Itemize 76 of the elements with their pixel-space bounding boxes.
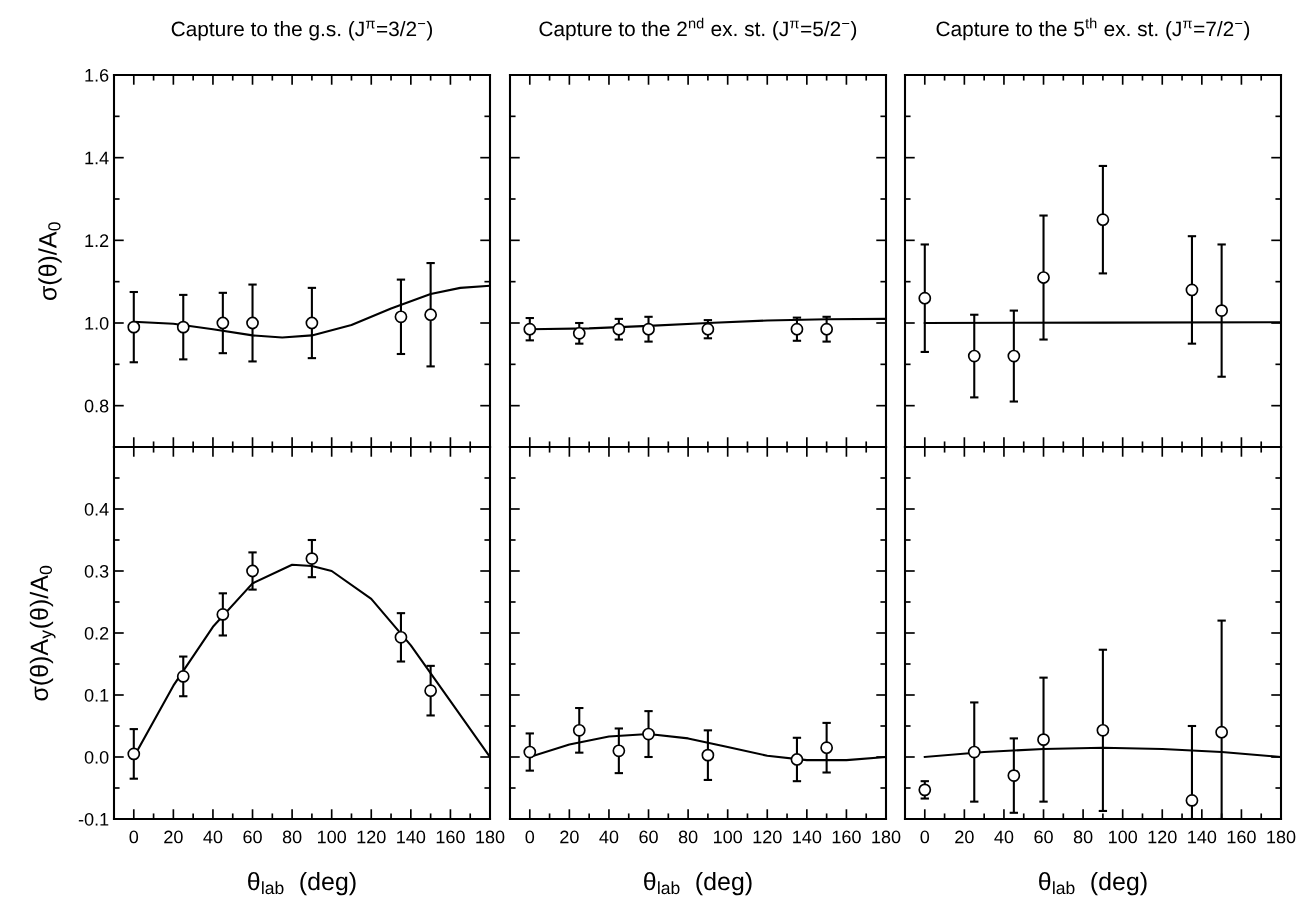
x-tick-label: 0 — [129, 830, 139, 844]
x-tick-label: 80 — [282, 830, 302, 844]
point — [523, 745, 537, 759]
point — [1096, 213, 1110, 227]
point — [1215, 304, 1229, 317]
x-axis-title: θ$_{lab}$ (deg) — [1039, 871, 1147, 896]
x-tick-label: 180 — [476, 830, 505, 844]
x-tick-label: 20 — [955, 830, 974, 844]
point — [246, 564, 259, 578]
y-tick-label: 0.1 — [84, 688, 109, 702]
y-tick-label: 0.0 — [84, 750, 109, 764]
x-tick-label: 40 — [994, 830, 1014, 844]
point — [790, 753, 804, 766]
y-tick-label: 1.6 — [85, 68, 109, 82]
point — [642, 727, 655, 741]
chart-title: Capture to the 2$^{nd}$ ex. st. (J$^{π}$=5/2$^{−}$) — [539, 17, 857, 41]
x-tick-label: 0 — [920, 830, 930, 844]
point — [1215, 725, 1229, 739]
point — [612, 744, 626, 758]
point — [1007, 349, 1021, 363]
x-tick-label: 40 — [599, 830, 619, 844]
x-tick-label: 120 — [753, 830, 782, 844]
y-axis-title: σ(θ)A$_{y}$(θ)/A$_{0}$ — [29, 565, 56, 701]
x-tick-label: 120 — [1148, 830, 1177, 844]
x-axis-title: θ$_{lab}$ (deg) — [644, 871, 752, 896]
x-tick-label: 160 — [832, 830, 861, 844]
point — [424, 684, 438, 698]
x-tick-label: 20 — [164, 830, 183, 844]
point — [216, 608, 230, 621]
point — [967, 349, 981, 363]
y-tick-label: 1.4 — [85, 151, 109, 165]
point — [1007, 769, 1021, 782]
x-tick-label: 100 — [318, 830, 347, 844]
y-axis-title: σ(θ)/A$_{0}$ — [38, 222, 62, 301]
x-tick-label: 60 — [243, 830, 262, 844]
point — [967, 745, 981, 759]
x-tick-label: 140 — [793, 830, 822, 844]
point — [305, 552, 319, 565]
x-tick-label: 40 — [203, 830, 223, 844]
y-tick-label: 1.2 — [85, 234, 109, 247]
point — [1037, 733, 1050, 747]
x-tick-label: 60 — [639, 830, 658, 844]
y-tick-label: 0.2 — [84, 626, 109, 640]
y-tick-label: -0.1 — [78, 812, 109, 826]
y-tick-label: 0.3 — [84, 564, 109, 578]
x-tick-label: 120 — [357, 830, 386, 844]
y-tick-label: 1.0 — [85, 316, 109, 330]
x-tick-label: 80 — [1073, 830, 1093, 844]
point — [572, 723, 586, 737]
x-tick-label: 60 — [1034, 830, 1053, 844]
point — [1185, 794, 1199, 807]
point — [176, 670, 190, 683]
point — [1096, 723, 1110, 737]
x-axis-title: θ$_{lab}$ (deg) — [248, 871, 356, 896]
x-tick-label: 140 — [397, 830, 426, 844]
x-tick-label: 160 — [436, 830, 465, 844]
point — [918, 291, 932, 305]
x-tick-label: 140 — [1188, 830, 1217, 844]
x-tick-label: 80 — [678, 830, 698, 844]
y-tick-label: 0.4 — [84, 502, 109, 516]
x-tick-label: 180 — [872, 830, 901, 844]
x-tick-label: 0 — [525, 830, 535, 844]
point — [701, 748, 715, 762]
x-tick-label: 160 — [1227, 830, 1256, 844]
point — [820, 741, 834, 755]
point — [394, 630, 408, 644]
x-tick-label: 180 — [1267, 830, 1296, 844]
point — [127, 747, 141, 761]
x-tick-label: 100 — [1109, 830, 1138, 844]
point — [1185, 283, 1199, 297]
chart-title: Capture to the g.s. (J$^{π}$=3/2$^{−}$) — [171, 20, 433, 41]
y-tick-label: 0.8 — [84, 399, 109, 413]
x-tick-label: 100 — [714, 830, 743, 844]
point — [1037, 271, 1050, 284]
chart-title: Capture to the 5$^{th}$ ex. st. (J$^{π}$=7/2$^{−}$) — [936, 17, 1250, 41]
x-tick-label: 20 — [560, 830, 579, 844]
